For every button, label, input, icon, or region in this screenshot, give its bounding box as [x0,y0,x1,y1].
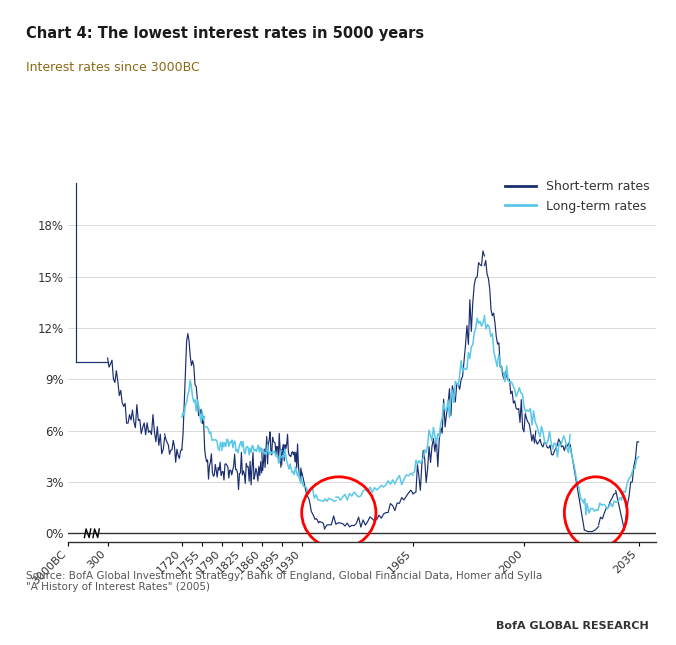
Legend: Short-term rates, Long-term rates: Short-term rates, Long-term rates [504,181,650,213]
Text: BofA GLOBAL RESEARCH: BofA GLOBAL RESEARCH [496,620,649,631]
Text: Chart 4: The lowest interest rates in 5000 years: Chart 4: The lowest interest rates in 50… [26,26,424,41]
Text: Interest rates since 3000BC: Interest rates since 3000BC [26,61,199,74]
Text: Source: BofA Global Investment Strategy, Bank of England, Global Financial Data,: Source: BofA Global Investment Strategy,… [26,571,542,592]
